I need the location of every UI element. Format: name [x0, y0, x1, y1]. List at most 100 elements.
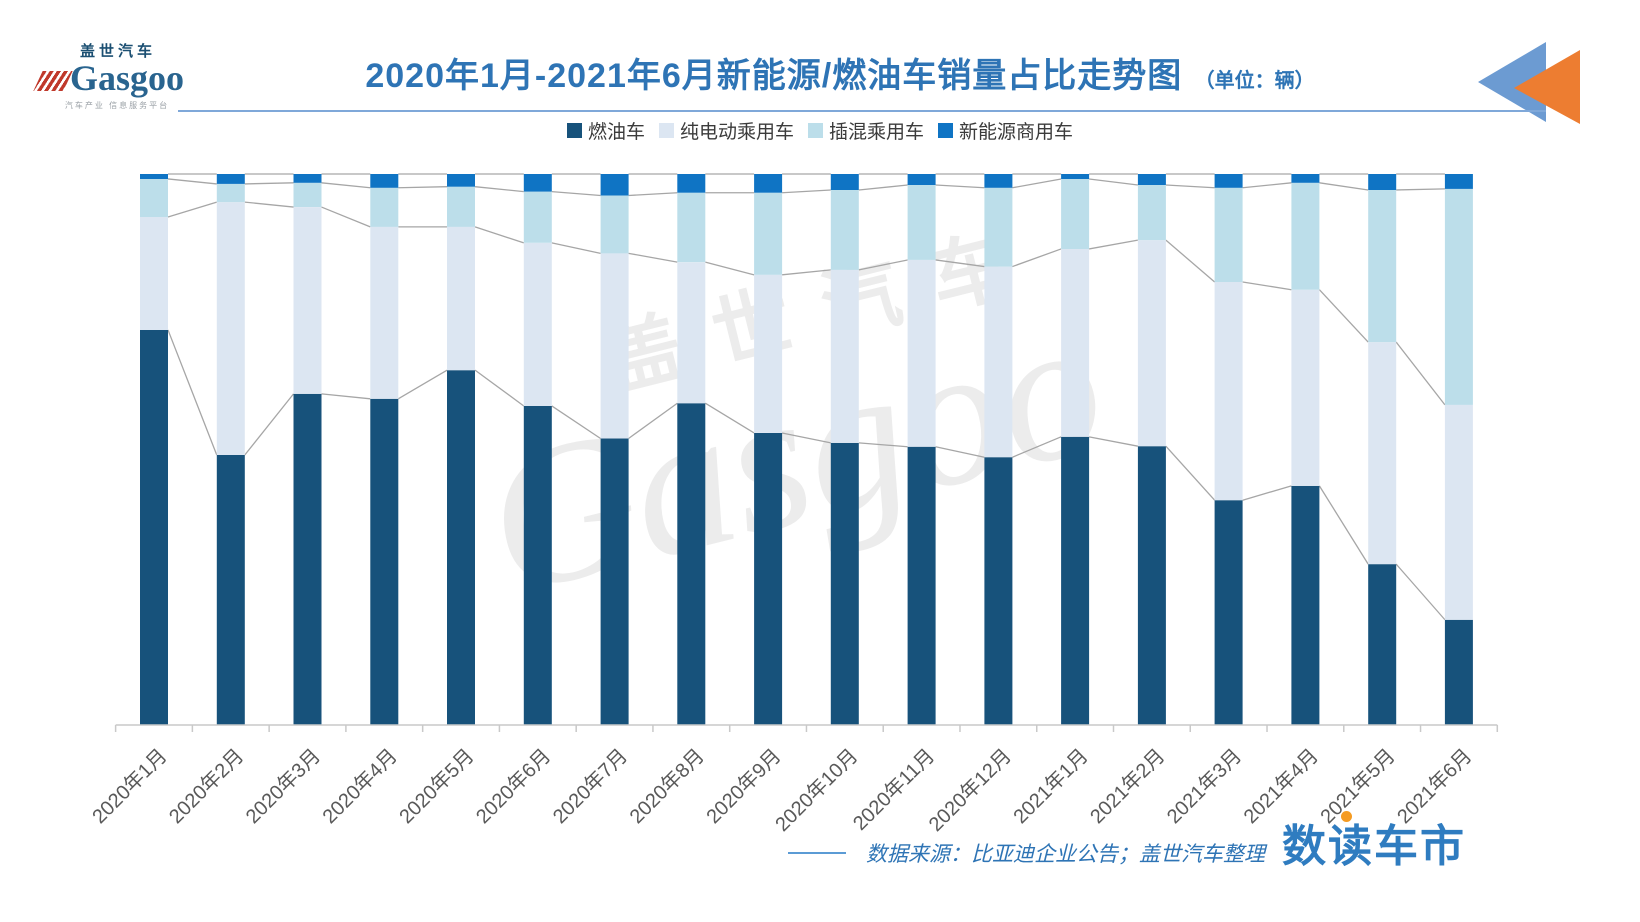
bar-segment-插混乘用车: [1291, 182, 1320, 290]
bar-segment-插混乘用车: [830, 190, 859, 270]
bar-segment-燃油车: [1137, 446, 1166, 725]
bar-segment-新能源商用车: [1061, 174, 1090, 179]
bar-segment-纯电动乘用车: [677, 262, 706, 404]
bar-segment-新能源商用车: [907, 174, 936, 185]
gasgoo-logo-wordmark: Gasgoo: [32, 60, 202, 96]
bar-segment-新能源商用车: [293, 174, 322, 183]
bar-segment-燃油车: [1291, 485, 1320, 725]
series-connector-line: [782, 189, 831, 194]
brand-text: 数读车市: [1282, 822, 1466, 871]
series-connector-line: [1242, 485, 1292, 501]
bar-segment-燃油车: [523, 406, 552, 725]
bar-segment-纯电动乘用车: [1214, 282, 1243, 501]
series-connector-line: [858, 442, 908, 448]
x-axis-label: 2020年5月: [395, 744, 479, 828]
series-connector-line: [781, 432, 831, 444]
bar-segment-插混乘用车: [677, 192, 706, 263]
series-connector-line: [1089, 178, 1138, 186]
legend-item-3[interactable]: 新能源商用车: [938, 117, 1073, 144]
series-connector-line: [397, 369, 448, 400]
bar-segment-新能源商用车: [1444, 174, 1473, 189]
title-block: 2020年1月-2021年6月新能源/燃油车销量占比走势图 （单位：辆）: [160, 48, 1520, 97]
bar-segment-新能源商用车: [600, 174, 629, 196]
bar-segment-新能源商用车: [447, 174, 475, 187]
x-axis-label: 2020年7月: [548, 744, 632, 828]
bar-segment-燃油车: [830, 442, 859, 725]
series-connector-line: [321, 206, 371, 228]
series-connector-line: [935, 446, 985, 458]
bar-segment-插混乘用车: [1368, 190, 1397, 343]
series-connector-line: [551, 242, 601, 254]
bar-segment-插混乘用车: [754, 192, 783, 275]
title-unit-label: （单位：辆）: [1194, 70, 1315, 92]
chart-legend: 燃油车 纯电动乘用车 插混乘用车 新能源商用车: [0, 117, 1640, 144]
bar-segment-插混乘用车: [216, 183, 245, 203]
series-connector-line: [167, 201, 217, 218]
bar-segment-新能源商用车: [754, 174, 783, 193]
bar-segment-纯电动乘用车: [1444, 404, 1473, 620]
bar-segment-纯电动乘用车: [600, 253, 629, 439]
x-axis-label: 2020年3月: [241, 744, 325, 828]
x-axis-label: 2020年2月: [164, 744, 248, 828]
bar-segment-插混乘用车: [293, 182, 322, 207]
series-connector-line: [628, 402, 678, 440]
series-connector-line: [628, 192, 678, 197]
series-connector-line: [167, 329, 218, 456]
series-connector-line: [1242, 281, 1292, 291]
bar-segment-新能源商用车: [140, 174, 168, 179]
bar-segment-燃油车: [1214, 500, 1243, 725]
series-connector-line: [244, 201, 294, 208]
series-connector-line: [628, 252, 678, 263]
bar-segment-插混乘用车: [447, 186, 475, 227]
series-connector-line: [1088, 436, 1139, 447]
bar-segment-纯电动乘用车: [1137, 240, 1166, 447]
legend-swatch-icon: [566, 123, 582, 138]
series-connector-line: [321, 182, 371, 189]
series-connector-line: [1318, 289, 1369, 343]
series-connector-line: [704, 402, 755, 434]
series-connector-line: [935, 184, 985, 189]
series-connector-line: [1165, 239, 1216, 283]
bar-segment-纯电动乘用车: [140, 217, 168, 330]
bar-segment-纯电动乘用车: [754, 274, 783, 433]
bar-segment-插混乘用车: [523, 191, 552, 243]
legend-item-0[interactable]: 燃油车: [566, 117, 645, 144]
bar-segment-纯电动乘用车: [447, 226, 475, 371]
x-axis-label: 2021年1月: [1009, 744, 1093, 828]
bar-segment-纯电动乘用车: [370, 226, 399, 399]
series-connector-line: [858, 184, 908, 191]
bar-segment-新能源商用车: [370, 174, 399, 188]
bar-segment-纯电动乘用车: [293, 207, 322, 394]
x-axis-label: 2021年3月: [1162, 744, 1246, 828]
source-divider-line: [788, 852, 846, 854]
header-underline: [178, 110, 1546, 112]
x-axis-label: 2020年10月: [771, 744, 863, 836]
series-connector-line: [1012, 248, 1062, 268]
legend-item-2[interactable]: 插混乘用车: [808, 117, 924, 144]
series-connector-line: [474, 369, 525, 407]
bar-segment-纯电动乘用车: [984, 266, 1013, 458]
series-connector-line: [551, 405, 601, 440]
orange-arrow-icon: [1514, 50, 1580, 124]
bar-segment-插混乘用车: [907, 185, 936, 260]
bar-segment-纯电动乘用车: [1061, 248, 1090, 437]
legend-item-1[interactable]: 纯电动乘用车: [658, 117, 794, 144]
x-axis-label: 2020年9月: [702, 744, 786, 828]
series-connector-line: [1395, 341, 1446, 406]
x-axis-label: 2020年8月: [625, 744, 709, 828]
series-connector-line: [935, 259, 985, 268]
bar-segment-插混乘用车: [370, 187, 399, 227]
series-connector-line: [1165, 184, 1215, 189]
series-connector-line: [705, 261, 755, 276]
bar-segment-新能源商用车: [1291, 174, 1320, 183]
series-connector-line: [1012, 436, 1062, 458]
bar-segment-纯电动乘用车: [907, 260, 936, 447]
bar-segment-纯电动乘用车: [1368, 342, 1397, 565]
legend-label: 燃油车: [587, 122, 645, 143]
bar-segment-插混乘用车: [1214, 187, 1243, 282]
legend-label: 纯电动乘用车: [679, 122, 794, 143]
bar-segment-燃油车: [140, 329, 168, 725]
bar-segment-插混乘用车: [1137, 185, 1166, 241]
legend-swatch-icon: [938, 123, 954, 138]
series-connector-line: [1012, 178, 1062, 189]
